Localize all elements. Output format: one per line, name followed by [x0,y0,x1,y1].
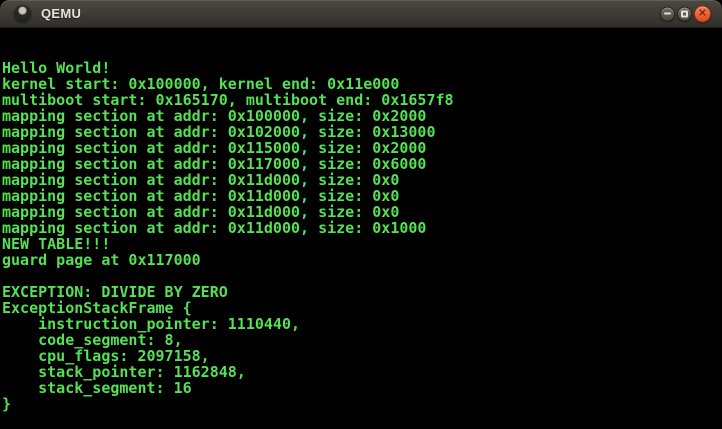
terminal-line [2,268,722,284]
terminal-line: Hello World! [2,59,111,77]
terminal-line [2,28,722,44]
titlebar[interactable]: QEMU ✕ [0,0,722,28]
terminal-line: cpu_flags: 2097158, [2,347,210,365]
terminal-line: NEW TABLE!!! [2,235,111,253]
terminal-line [2,412,722,428]
terminal-line: mapping section at addr: 0x115000, size:… [2,139,427,157]
close-button[interactable]: ✕ [694,5,711,22]
terminal-output: Hello World! kernel start: 0x100000, kern… [2,28,722,428]
terminal-line: instruction_pointer: 1110440, [2,315,301,333]
vga-display[interactable]: Hello World! kernel start: 0x100000, kern… [0,28,722,428]
qemu-app-icon [14,5,31,22]
terminal-line: stack_segment: 16 [2,379,192,397]
minimize-icon [664,12,671,15]
terminal-line: guard page at 0x117000 [2,251,201,269]
terminal-line: } [2,395,12,413]
terminal-line [2,44,722,60]
terminal-line: mapping section at addr: 0x11d000, size:… [2,219,427,237]
window-controls: ✕ [660,5,711,22]
terminal-line: multiboot start: 0x165170, multiboot end… [2,91,454,109]
maximize-button[interactable] [677,6,692,21]
maximize-icon [681,10,688,17]
minimize-button[interactable] [660,6,675,21]
terminal-line: mapping section at addr: 0x11d000, size:… [2,187,400,205]
terminal-line: kernel start: 0x100000, kernel end: 0x11… [2,75,400,93]
window-title: QEMU [41,6,82,21]
close-icon: ✕ [697,6,708,20]
terminal-line: mapping section at addr: 0x100000, size:… [2,107,427,125]
terminal-line: ExceptionStackFrame { [2,299,192,317]
terminal-line: mapping section at addr: 0x11d000, size:… [2,171,400,189]
terminal-line: mapping section at addr: 0x11d000, size:… [2,203,400,221]
terminal-line: stack_pointer: 1162848, [2,363,246,381]
terminal-line: mapping section at addr: 0x102000, size:… [2,123,436,141]
terminal-line: code_segment: 8, [2,331,183,349]
terminal-line: EXCEPTION: DIVIDE BY ZERO [2,283,228,301]
terminal-line: mapping section at addr: 0x117000, size:… [2,155,427,173]
